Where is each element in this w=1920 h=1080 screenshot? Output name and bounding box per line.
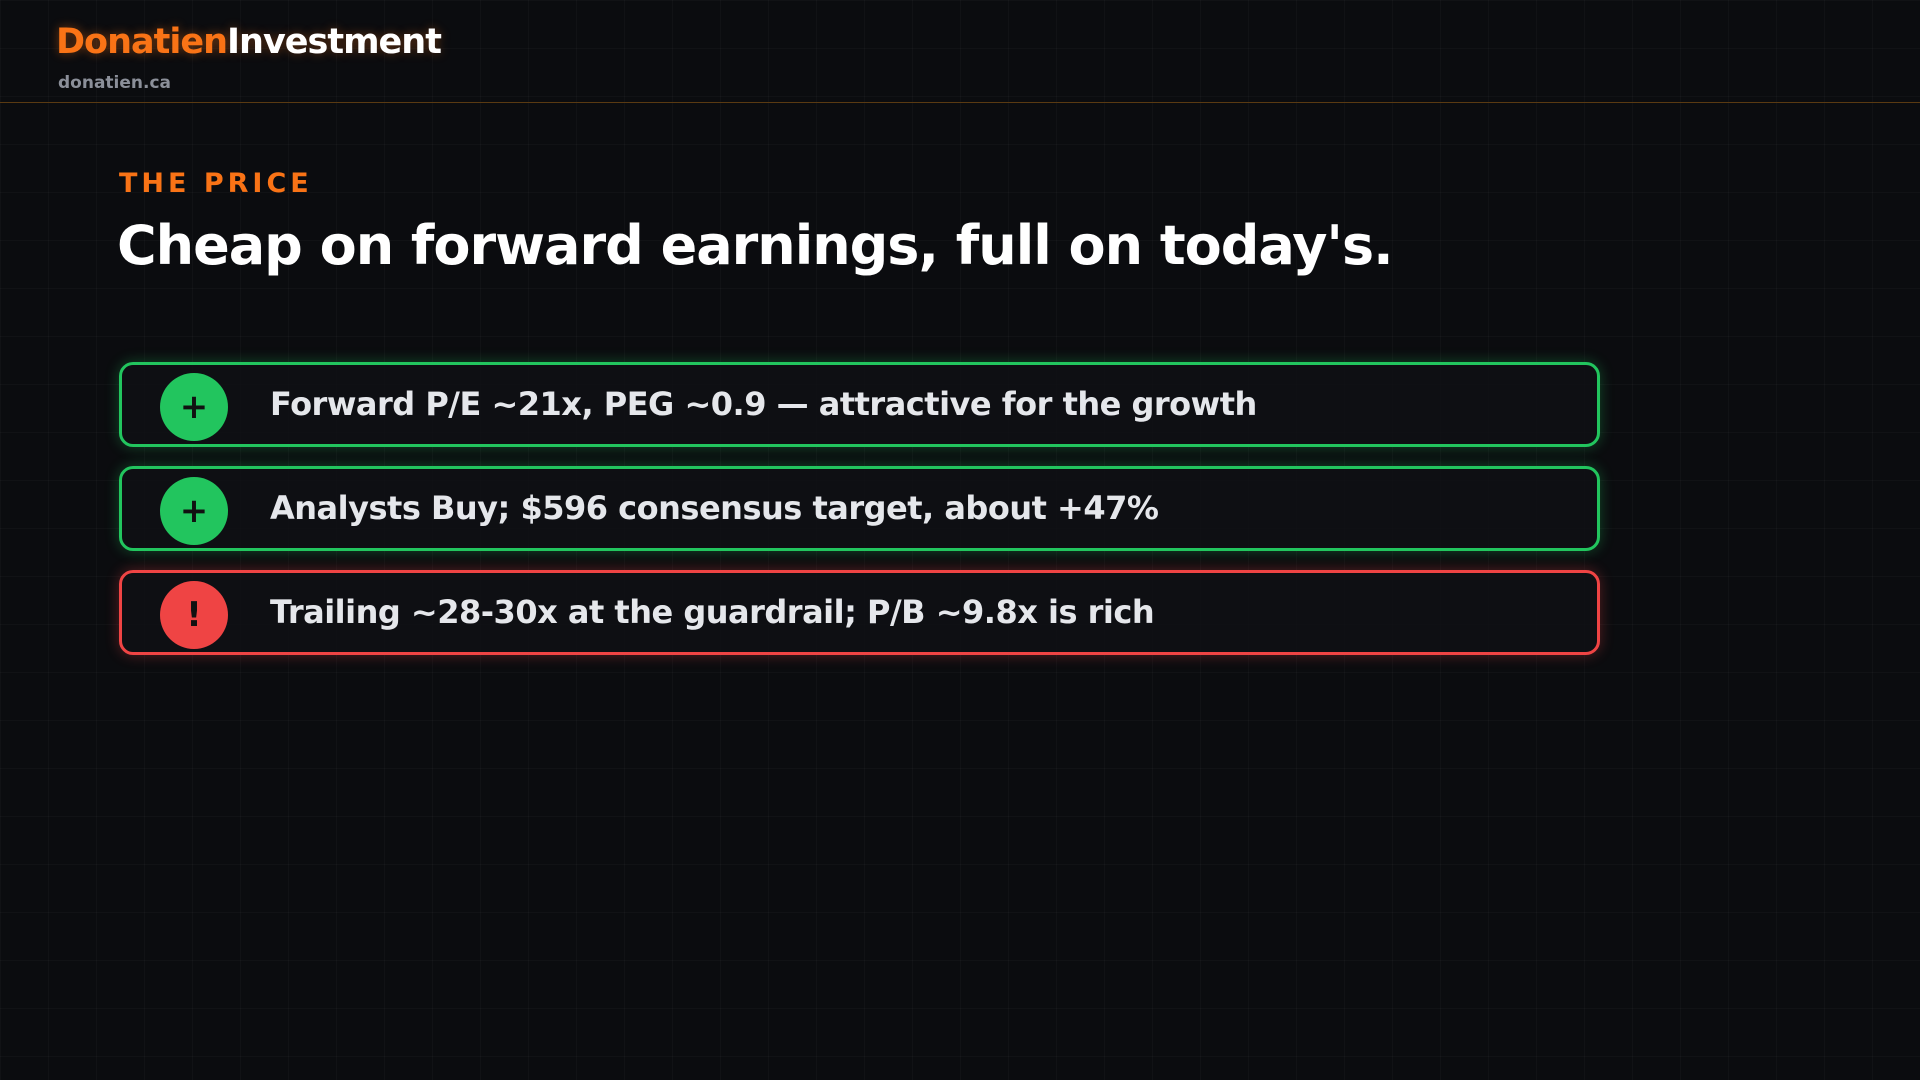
eyebrow: THE PRICE: [119, 168, 313, 199]
header: DonatienInvestment donatien.ca: [0, 0, 1920, 103]
brand-secondary: Investment: [227, 22, 442, 62]
item-card: ! Trailing ~28-30x at the guardrail; P/B …: [119, 570, 1600, 655]
item-text: Trailing ~28-30x at the guardrail; P/B ~…: [270, 593, 1155, 631]
item-text: Forward P/E ~21x, PEG ~0.9 — attractive …: [270, 385, 1257, 423]
brand: DonatienInvestment: [56, 22, 442, 62]
item-icon: !: [160, 581, 228, 649]
title: Cheap on forward earnings, full on today…: [117, 214, 1394, 277]
item-card: + Analysts Buy; $596 consensus target, ab…: [119, 466, 1600, 551]
item-card: + Forward P/E ~21x, PEG ~0.9 — attractive…: [119, 362, 1600, 447]
item-icon: +: [160, 477, 228, 545]
item-icon: +: [160, 373, 228, 441]
item-list: + Forward P/E ~21x, PEG ~0.9 — attractive…: [119, 362, 1600, 674]
brand-primary: Donatien: [56, 22, 228, 62]
site: donatien.ca: [58, 73, 172, 93]
item-text: Analysts Buy; $596 consensus target, abo…: [270, 489, 1159, 527]
